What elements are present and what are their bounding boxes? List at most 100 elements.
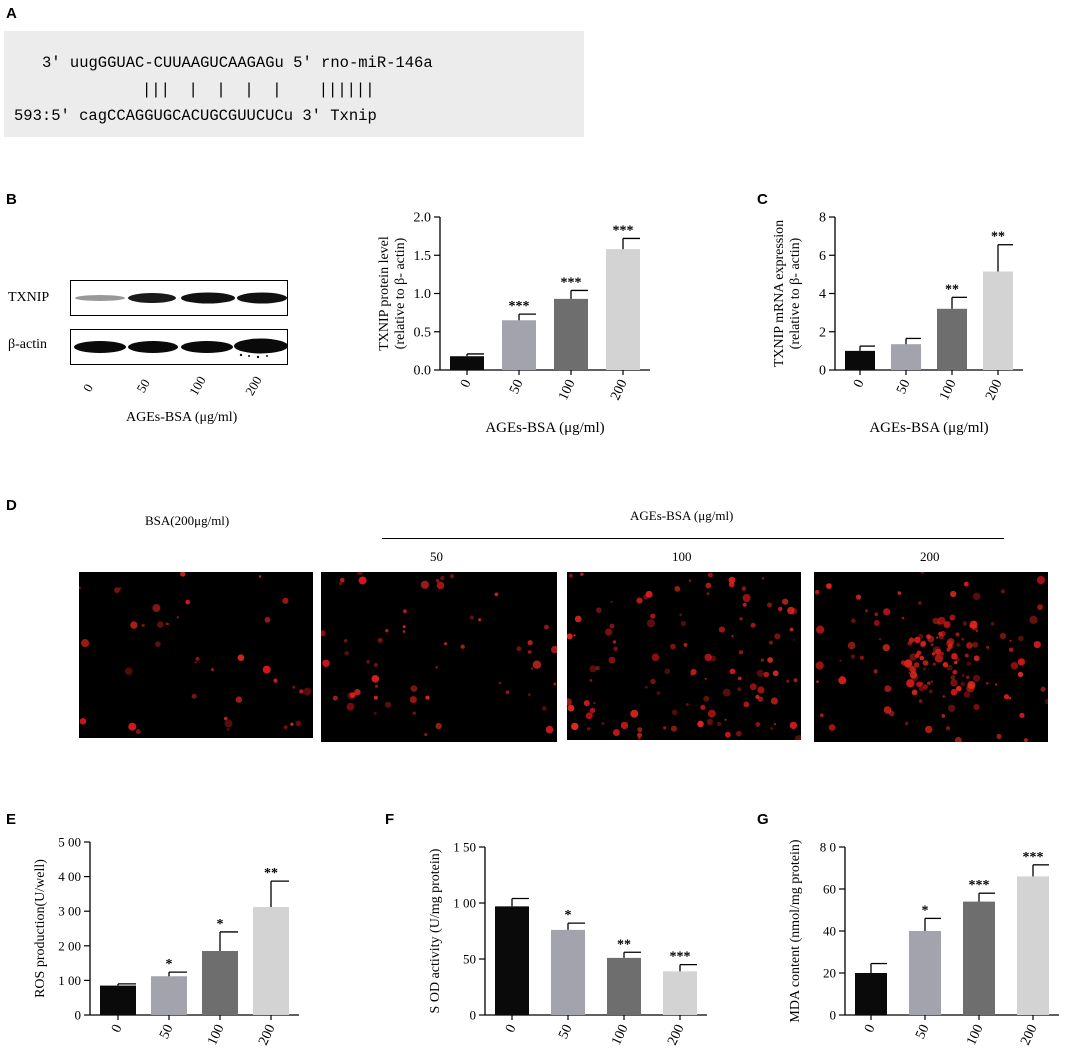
significance-label: * bbox=[166, 957, 173, 972]
fluorescent-cell bbox=[767, 657, 773, 663]
significance-label: * bbox=[217, 917, 224, 932]
micro-group-line bbox=[382, 538, 1004, 539]
txnip-band-0 bbox=[75, 295, 125, 301]
fluorescent-cell bbox=[157, 621, 164, 628]
fluorescent-cell bbox=[262, 665, 271, 674]
fluorescent-cell bbox=[409, 696, 417, 704]
fluorescent-cell bbox=[583, 700, 590, 707]
fluorescent-cell bbox=[901, 616, 905, 620]
fluorescent-cell bbox=[937, 616, 946, 625]
fluorescent-cell bbox=[530, 667, 534, 670]
fluorescent-cell bbox=[332, 695, 338, 701]
fluorescent-cell bbox=[295, 720, 302, 727]
bar bbox=[202, 950, 238, 1015]
fluorescent-cell bbox=[850, 654, 856, 659]
fluorescent-cell bbox=[670, 725, 677, 732]
fluorescent-cell bbox=[738, 650, 744, 655]
fluorescent-cell bbox=[909, 671, 918, 679]
fluorescent-cell bbox=[851, 618, 856, 623]
y-tick-label: 20 bbox=[823, 966, 836, 981]
blot-lane-0: 0 bbox=[79, 381, 96, 395]
significance-label: * bbox=[565, 908, 572, 923]
fluorescent-cell bbox=[945, 726, 951, 731]
fluorescent-cell bbox=[130, 621, 138, 629]
x-tick-label: 0 bbox=[109, 1022, 126, 1035]
txnip-band-100 bbox=[181, 292, 235, 304]
x-tick-label: 0 bbox=[851, 377, 868, 390]
fluorescent-cell bbox=[961, 637, 965, 641]
y-tick-label: 8 bbox=[819, 211, 826, 226]
fluorescent-cell bbox=[873, 620, 880, 626]
fluorescent-cell bbox=[1018, 635, 1024, 642]
fluorescent-cell bbox=[697, 720, 704, 728]
fluorescent-cell bbox=[292, 685, 296, 689]
fluorescent-cell bbox=[683, 642, 688, 647]
fluorescent-cell bbox=[728, 576, 736, 584]
fluorescent-cell bbox=[986, 645, 990, 649]
fluorescent-cell bbox=[685, 703, 689, 707]
fluorescent-cell bbox=[358, 576, 367, 585]
fluorescent-cell bbox=[449, 574, 454, 579]
fluorescent-cell bbox=[749, 683, 757, 691]
fluorescent-cell bbox=[946, 647, 951, 652]
fluorescent-cell bbox=[593, 702, 596, 705]
pairing-lines: ||| | | | | |||||| bbox=[142, 81, 375, 99]
fluorescent-cell bbox=[656, 691, 661, 695]
fluorescent-cell bbox=[704, 677, 707, 680]
fluorescent-cell bbox=[897, 591, 902, 595]
fluorescent-cell bbox=[909, 666, 917, 673]
x-tick-label: 50 bbox=[913, 1022, 933, 1041]
fluorescent-cell bbox=[972, 592, 981, 601]
fluorescent-cell bbox=[772, 670, 779, 677]
fluorescent-cell bbox=[567, 704, 575, 712]
y-tick-label: 4 bbox=[819, 287, 826, 302]
x-tick-label: 200 bbox=[1018, 1022, 1040, 1047]
fluorescent-cell bbox=[235, 696, 243, 703]
fluorescent-cell bbox=[918, 633, 924, 639]
fluorescent-cell bbox=[972, 674, 981, 682]
x-tick-label: 100 bbox=[964, 1022, 986, 1047]
fluorescent-cell bbox=[927, 681, 931, 685]
fluorescent-cell bbox=[366, 659, 371, 664]
y-tick-label: 0 bbox=[819, 364, 826, 379]
fluorescent-cell bbox=[670, 643, 676, 650]
significance-label: *** bbox=[509, 299, 530, 314]
fluorescent-cell bbox=[878, 637, 882, 641]
fluorescent-cell bbox=[1033, 641, 1041, 649]
fluorescent-cell bbox=[718, 626, 725, 633]
fluorescent-cell bbox=[224, 719, 233, 728]
fluorescent-cell bbox=[874, 612, 879, 617]
y-tick-label: 8 0 bbox=[820, 840, 836, 855]
fluorescent-cell bbox=[424, 732, 428, 737]
fluorescent-cell bbox=[339, 582, 343, 586]
x-axis-label: AGEs-BSA (μg/ml) bbox=[485, 420, 604, 436]
bar bbox=[554, 298, 588, 370]
fluorescent-cell bbox=[888, 710, 895, 717]
fluorescent-cell bbox=[816, 625, 825, 634]
fluorescent-cell bbox=[705, 582, 712, 589]
fluorescent-cell bbox=[679, 613, 683, 617]
fluorescent-cell bbox=[425, 695, 430, 700]
fluorescent-cell bbox=[385, 629, 389, 633]
fluorescent-cell bbox=[950, 688, 958, 696]
x-tick-label: 50 bbox=[157, 1022, 177, 1041]
fluorescent-cell bbox=[975, 629, 979, 632]
bar bbox=[1017, 876, 1049, 1015]
actin-band-0 bbox=[74, 341, 126, 353]
fluorescent-cell bbox=[195, 657, 200, 661]
fluorescent-cell bbox=[436, 581, 445, 590]
x-tick-label: 0 bbox=[503, 1022, 520, 1035]
fluorescent-cell bbox=[1017, 658, 1025, 666]
micro-dose-200: 200 bbox=[920, 549, 940, 564]
fluorescent-cell bbox=[650, 613, 656, 619]
fluorescent-cell bbox=[403, 609, 407, 614]
bar bbox=[495, 906, 529, 1015]
fluorescent-cell bbox=[928, 689, 933, 694]
y-tick-label: 1.0 bbox=[414, 287, 432, 302]
y-axis-label: MDA content (nmol/mg protein) bbox=[788, 839, 803, 1022]
fluorescent-cell bbox=[1017, 671, 1024, 678]
fluorescent-cell bbox=[703, 695, 710, 702]
fluorescent-cell bbox=[527, 650, 532, 654]
bar bbox=[983, 271, 1013, 370]
fluorescent-cell bbox=[969, 620, 978, 629]
